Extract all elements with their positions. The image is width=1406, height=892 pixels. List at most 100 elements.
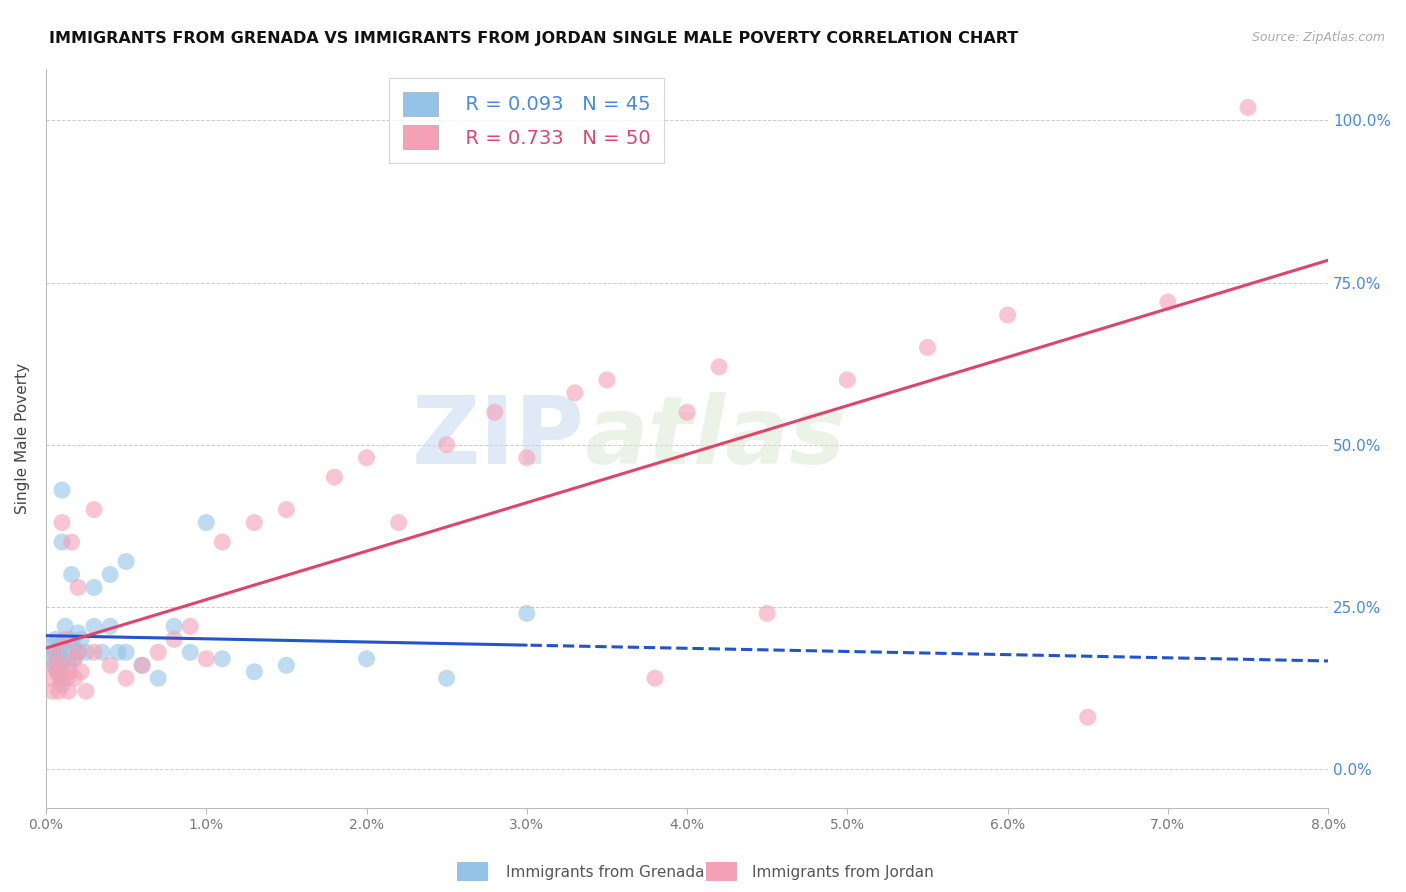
Point [356,450,378,465]
Point [51,516,73,530]
Point [42,645,65,659]
Point [146,645,169,659]
Point [83,502,105,516]
Point [56,645,79,659]
Point [49,639,72,653]
Point [66,581,89,595]
Point [62,639,84,653]
Point [58,684,80,698]
Point [1077,710,1099,724]
Point [83,645,105,659]
Point [45,645,67,659]
Point [387,516,409,530]
Point [676,405,699,419]
Y-axis label: Single Male Poverty: Single Male Poverty [15,363,30,514]
Point [131,658,153,673]
Point [997,308,1019,322]
Point [46,652,69,666]
Point [163,632,186,647]
Point [644,671,666,685]
Point [59,665,82,679]
Point [115,645,138,659]
Point [66,645,89,659]
Point [323,470,346,484]
Point [53,632,76,647]
Point [195,516,218,530]
Point [115,671,138,685]
Point [63,652,86,666]
Point [243,516,266,530]
Point [53,619,76,633]
Point [707,359,730,374]
Point [49,671,72,685]
Point [91,645,114,659]
Text: Source: ZipAtlas.com: Source: ZipAtlas.com [1251,31,1385,45]
Point [83,619,105,633]
Point [51,535,73,549]
Point [39,671,62,685]
Point [41,684,63,698]
Point [39,652,62,666]
Text: IMMIGRANTS FROM GRENADA VS IMMIGRANTS FROM JORDAN SINGLE MALE POVERTY CORRELATIO: IMMIGRANTS FROM GRENADA VS IMMIGRANTS FR… [49,31,1018,46]
Point [98,567,121,582]
Point [75,645,97,659]
Point [1237,100,1260,114]
Point [436,438,458,452]
Point [276,502,298,516]
Point [98,619,121,633]
Point [98,658,121,673]
Point [60,535,83,549]
Point [70,632,93,647]
Point [62,652,84,666]
Point [516,450,538,465]
Point [51,652,73,666]
Point [60,567,83,582]
Point [243,665,266,679]
Point [163,619,186,633]
Point [63,671,86,685]
Text: ZIP: ZIP [412,392,585,484]
Point [564,385,586,400]
Point [58,658,80,673]
Point [46,665,69,679]
Point [66,645,89,659]
Point [131,658,153,673]
Point [48,645,70,659]
Point [42,658,65,673]
Text: atlas: atlas [585,392,846,484]
Point [837,373,859,387]
Point [41,639,63,653]
Point [436,671,458,685]
Point [516,607,538,621]
Point [70,665,93,679]
Point [45,632,67,647]
Point [46,665,69,679]
Point [51,658,73,673]
Point [179,645,201,659]
Point [56,671,79,685]
Point [917,341,939,355]
Point [59,632,82,647]
Point [83,581,105,595]
Point [48,658,70,673]
Point [51,678,73,692]
Point [356,652,378,666]
Point [276,658,298,673]
Point [51,483,73,497]
Point [484,405,506,419]
Point [48,684,70,698]
Point [211,652,233,666]
Point [596,373,619,387]
Point [75,684,97,698]
Point [107,645,129,659]
Point [211,535,233,549]
Point [756,607,779,621]
Point [115,554,138,568]
Text: Immigrants from Jordan: Immigrants from Jordan [752,865,934,880]
Point [42,658,65,673]
Legend:   R = 0.093   N = 45,   R = 0.733   N = 50: R = 0.093 N = 45, R = 0.733 N = 50 [389,78,665,162]
Point [146,671,169,685]
Text: Immigrants from Grenada: Immigrants from Grenada [506,865,704,880]
Point [66,625,89,640]
Point [195,652,218,666]
